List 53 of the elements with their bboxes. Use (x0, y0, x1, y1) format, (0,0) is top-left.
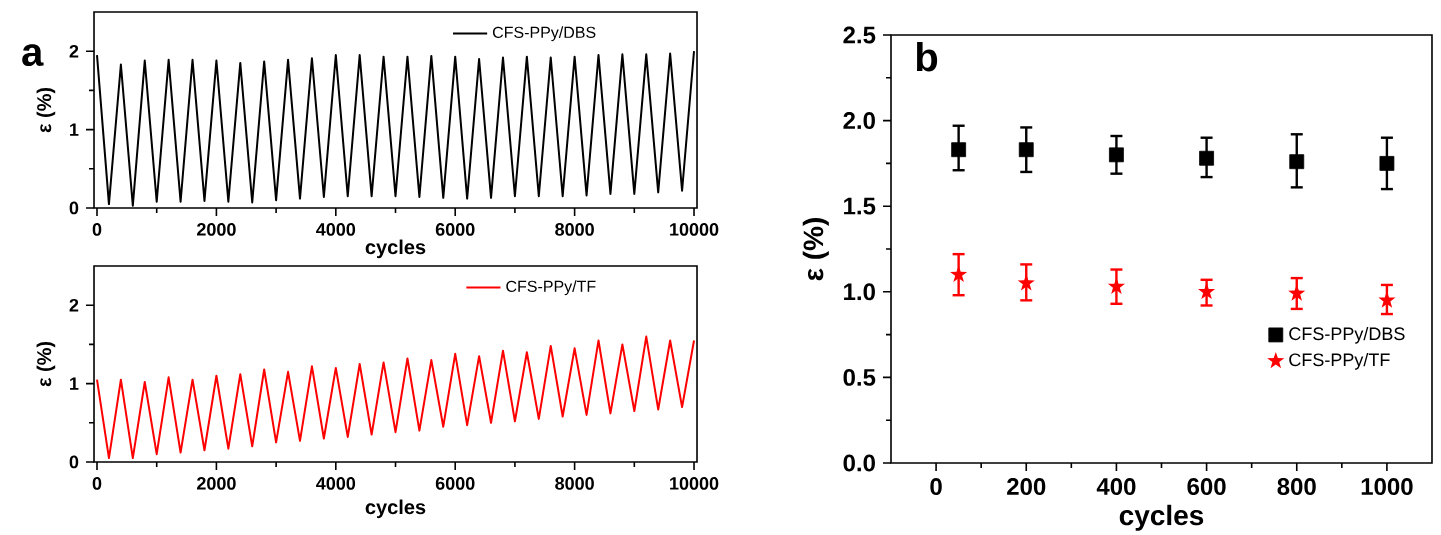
y-axis-title: ε (%) (36, 87, 56, 133)
y-axis-title: ε (%) (36, 341, 56, 387)
y-tick-label: 2.5 (843, 26, 876, 44)
x-tick-label: 10000 (670, 223, 719, 236)
y-axis-title: ε (%) (802, 218, 829, 281)
text: a (22, 44, 44, 67)
x-axis-title: cycles (1119, 504, 1204, 531)
legend-label: CFS-PPy/TF (506, 280, 596, 296)
legend-label: CFS-PPy/DBS (1289, 326, 1405, 344)
x-tick-label: 0 (92, 477, 102, 490)
y-tick-label: 1 (70, 377, 79, 390)
x-tick-label: 6000 (435, 223, 475, 236)
y-tick-label: 0 (69, 455, 79, 469)
x-tick-label: 200 (1007, 478, 1046, 496)
y-tick-label: 2 (69, 44, 79, 58)
legend-label: CFS-PPy/TF (1289, 352, 1390, 370)
annotation: b (916, 42, 938, 72)
legend-label: CFS-PPy/DBS (492, 26, 596, 42)
x-tick-label: 6000 (435, 477, 475, 490)
x-tick-label: 4000 (316, 223, 356, 236)
x-axis-title: cycles (365, 239, 426, 259)
point (1289, 154, 1305, 170)
y-tick-label: 2 (69, 298, 79, 312)
y-tick-label: 0.0 (843, 454, 875, 472)
point (1017, 274, 1035, 291)
y-tick-label: 1.0 (844, 283, 875, 301)
x-tick-label: 10000 (670, 477, 719, 490)
point (1199, 150, 1214, 166)
x-tick-label: 0 (92, 223, 102, 236)
x-tick-label: 1000 (1361, 478, 1413, 496)
y-tick-label: 1 (70, 123, 79, 136)
y-tick-label: 1.5 (844, 197, 876, 215)
point (1109, 147, 1124, 163)
x-tick-label: 2000 (197, 223, 236, 236)
y-tick-label: 0 (69, 201, 79, 215)
y-tick-label: 0.5 (843, 368, 876, 386)
y-tick-label: 2.0 (843, 112, 875, 130)
x-tick-label: 0 (930, 478, 942, 496)
x-axis-title: cycles (365, 499, 426, 519)
x-tick-label: 8000 (555, 477, 594, 490)
point (951, 142, 967, 158)
point (1288, 284, 1306, 301)
x-tick-label: 800 (1277, 478, 1316, 496)
x-tick-label: 600 (1187, 478, 1226, 496)
x-tick-label: 400 (1096, 478, 1136, 496)
point (1018, 142, 1034, 158)
x-tick-label: 2000 (197, 477, 236, 490)
point (1107, 277, 1125, 294)
x-tick-label: 4000 (316, 477, 356, 490)
point (950, 265, 968, 282)
x-tick-label: 8000 (555, 223, 594, 236)
point (1379, 155, 1395, 171)
line-series (96, 335, 696, 460)
